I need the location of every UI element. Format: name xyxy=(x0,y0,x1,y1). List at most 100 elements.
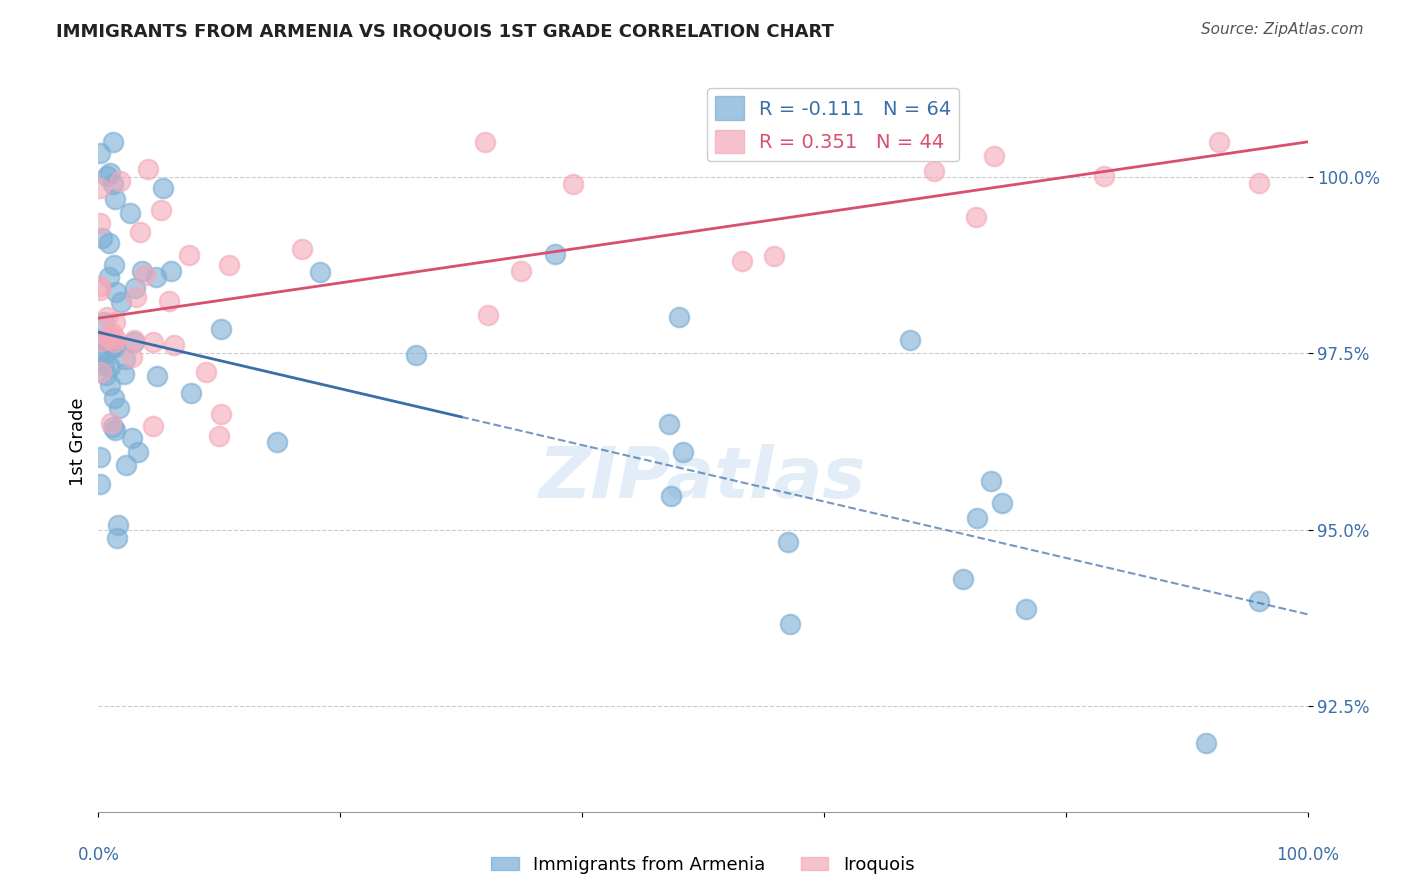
Point xyxy=(145,368,167,383)
Text: ZIPatlas: ZIPatlas xyxy=(540,444,866,513)
Point xyxy=(1092,169,1115,183)
Point xyxy=(89,450,111,465)
Point xyxy=(195,365,218,379)
Point xyxy=(104,423,127,437)
Point xyxy=(107,517,129,532)
Point xyxy=(97,235,120,250)
Point xyxy=(94,347,117,361)
Point xyxy=(308,265,330,279)
Point xyxy=(291,242,314,256)
Point xyxy=(561,177,583,191)
Point xyxy=(103,334,125,349)
Point xyxy=(672,445,695,459)
Point xyxy=(659,489,682,503)
Legend: Immigrants from Armenia, Iroquois: Immigrants from Armenia, Iroquois xyxy=(482,847,924,883)
Point xyxy=(218,258,240,272)
Point xyxy=(136,161,159,176)
Point xyxy=(108,401,131,416)
Point xyxy=(668,310,690,324)
Point xyxy=(98,377,121,392)
Point xyxy=(121,431,143,445)
Point xyxy=(134,268,156,282)
Text: 0.0%: 0.0% xyxy=(77,847,120,864)
Point xyxy=(965,210,987,224)
Point xyxy=(101,338,124,352)
Point xyxy=(90,365,112,379)
Point xyxy=(98,166,121,180)
Point xyxy=(544,247,567,261)
Point xyxy=(209,322,232,336)
Point xyxy=(103,420,125,434)
Point xyxy=(89,348,111,362)
Point xyxy=(142,418,165,433)
Point xyxy=(127,445,149,459)
Point xyxy=(101,326,124,340)
Point xyxy=(121,350,143,364)
Point xyxy=(1195,736,1218,750)
Point xyxy=(160,264,183,278)
Point xyxy=(96,335,118,350)
Point xyxy=(101,135,124,149)
Point xyxy=(97,329,120,343)
Point xyxy=(96,169,118,183)
Point xyxy=(98,332,121,346)
Point xyxy=(89,477,111,491)
Point xyxy=(93,315,115,329)
Point xyxy=(209,407,232,421)
Point xyxy=(105,285,128,300)
Point xyxy=(103,314,125,328)
Point xyxy=(89,145,111,160)
Point xyxy=(114,352,136,367)
Point xyxy=(93,358,115,372)
Point xyxy=(266,435,288,450)
Point xyxy=(762,249,785,263)
Point xyxy=(898,333,921,347)
Point xyxy=(405,348,427,362)
Point xyxy=(124,333,146,347)
Point xyxy=(112,368,135,382)
Point xyxy=(98,269,121,284)
Point xyxy=(208,429,231,443)
Point xyxy=(157,293,180,308)
Point xyxy=(778,534,800,549)
Point xyxy=(115,458,138,472)
Point xyxy=(89,180,111,194)
Point xyxy=(142,335,165,350)
Point xyxy=(105,531,128,545)
Point xyxy=(162,337,184,351)
Point xyxy=(124,281,146,295)
Point xyxy=(103,258,125,272)
Point xyxy=(145,269,167,284)
Y-axis label: 1st Grade: 1st Grade xyxy=(69,397,87,486)
Point xyxy=(104,331,127,345)
Point xyxy=(509,264,531,278)
Point xyxy=(150,203,173,218)
Point xyxy=(122,334,145,349)
Point xyxy=(104,192,127,206)
Point xyxy=(100,416,122,430)
Point xyxy=(96,310,118,324)
Point xyxy=(89,279,111,293)
Point xyxy=(474,135,496,149)
Point xyxy=(89,283,111,297)
Point xyxy=(104,340,127,354)
Point xyxy=(118,206,141,220)
Point xyxy=(922,164,945,178)
Text: Source: ZipAtlas.com: Source: ZipAtlas.com xyxy=(1201,22,1364,37)
Point xyxy=(110,295,132,310)
Text: IMMIGRANTS FROM ARMENIA VS IROQUOIS 1ST GRADE CORRELATION CHART: IMMIGRANTS FROM ARMENIA VS IROQUOIS 1ST … xyxy=(56,22,834,40)
Point xyxy=(101,177,124,191)
Point xyxy=(98,359,121,374)
Point xyxy=(96,333,118,347)
Point xyxy=(128,225,150,239)
Point xyxy=(103,392,125,406)
Point xyxy=(779,617,801,632)
Point xyxy=(966,511,988,525)
Point xyxy=(730,254,752,268)
Point xyxy=(980,474,1002,488)
Point xyxy=(180,385,202,400)
Point xyxy=(177,248,200,262)
Point xyxy=(90,334,112,349)
Point xyxy=(1249,176,1271,190)
Point xyxy=(89,216,111,230)
